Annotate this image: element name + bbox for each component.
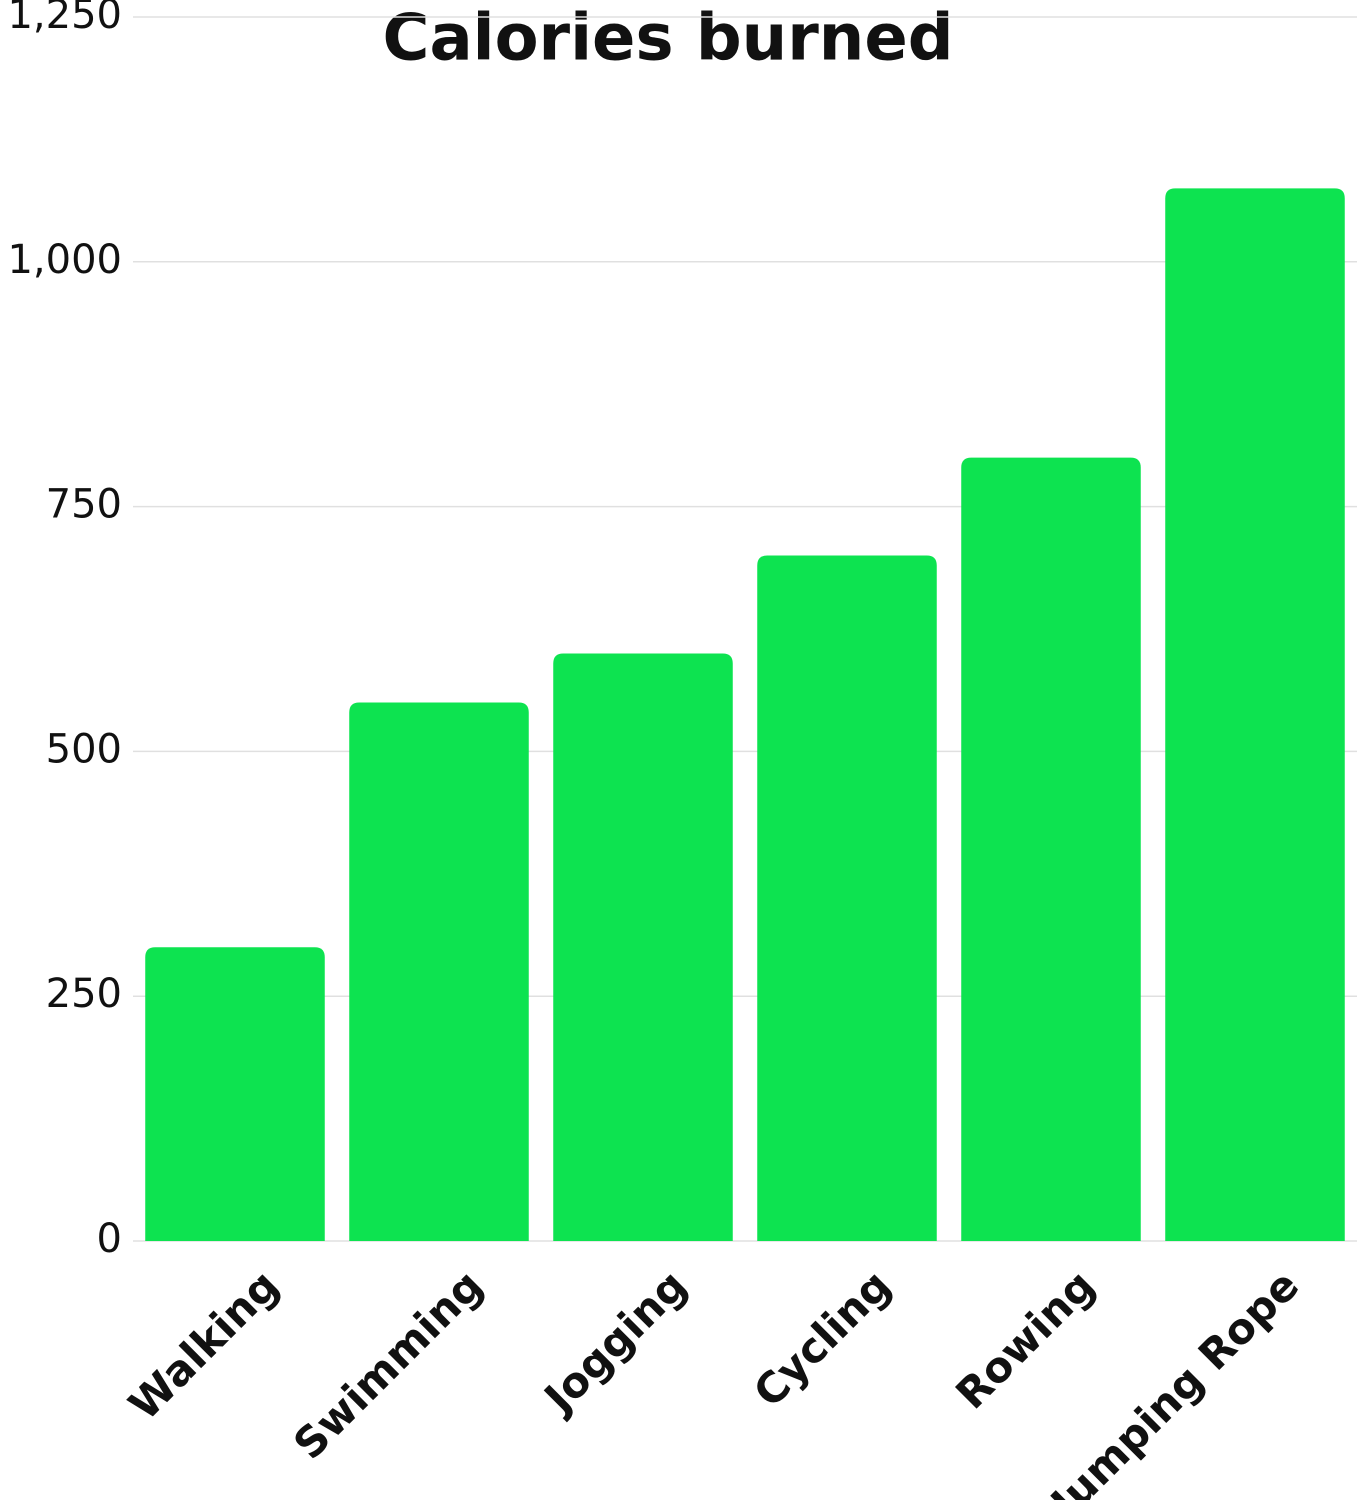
- bar: [757, 555, 937, 1241]
- chart-title: Calories burned: [382, 2, 953, 76]
- x-tick-label: Walking: [119, 1261, 288, 1430]
- bar: [349, 702, 529, 1241]
- y-tick-label: 750: [46, 482, 122, 528]
- x-tick-label: Cycling: [744, 1261, 900, 1417]
- bar: [961, 457, 1141, 1241]
- x-tick-label: Swimming: [284, 1261, 492, 1469]
- bar: [145, 947, 325, 1241]
- y-tick-label: 0: [97, 1216, 122, 1262]
- y-tick-label: 1,000: [7, 237, 122, 283]
- y-tick-label: 500: [46, 726, 122, 772]
- y-tick-label: 1,250: [7, 0, 122, 38]
- bar: [553, 653, 733, 1241]
- bar: [1165, 188, 1345, 1242]
- y-tick-label: 250: [46, 971, 122, 1017]
- x-tick-label: Jogging: [533, 1261, 696, 1424]
- x-tick-label: Rowing: [946, 1261, 1104, 1419]
